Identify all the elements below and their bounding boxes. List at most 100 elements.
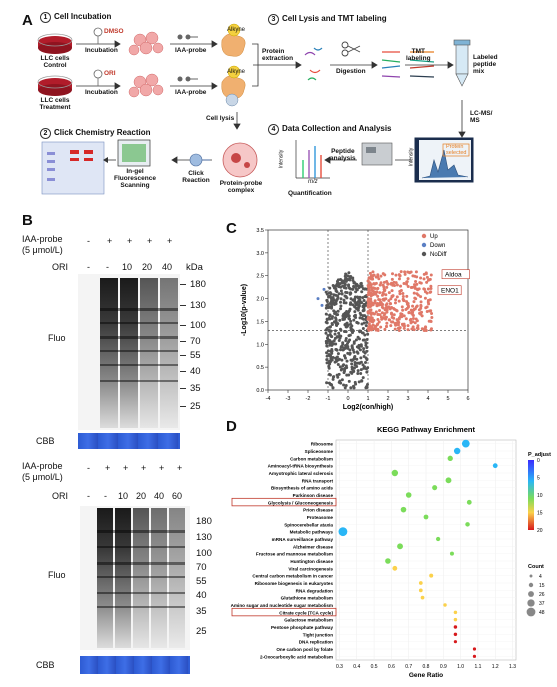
up-point: [372, 290, 376, 294]
nodiff-point: [349, 319, 353, 323]
up-point: [366, 299, 370, 303]
enrichment-point: [405, 492, 412, 498]
up-point: [395, 283, 399, 287]
up-point: [388, 301, 392, 305]
up-point: [412, 300, 416, 304]
up-point: [379, 281, 383, 285]
marker-70: 70: [196, 562, 207, 573]
nodiff-point: [365, 346, 369, 350]
nodiff-point: [325, 317, 329, 321]
nodiff-point: [343, 346, 347, 350]
nodiff-point: [355, 321, 359, 325]
x-axis-label: Log2(con/high): [343, 404, 394, 411]
ori-value: -: [87, 491, 90, 501]
enrichment-point: [453, 632, 458, 637]
annotation-label: Aldoa: [445, 272, 462, 279]
enrichment-point: [432, 485, 438, 491]
nodiff-point: [330, 302, 334, 306]
probe-sign: +: [159, 463, 165, 473]
iaa-probe-label: IAA-probe: [175, 47, 207, 54]
quantification-chart-icon: [295, 140, 330, 179]
marker-100: 100: [190, 320, 206, 331]
y-tick-label: 0.0: [256, 388, 264, 394]
up-point: [420, 327, 424, 331]
nodiff-point: [336, 352, 340, 356]
nodiff-point: [336, 335, 340, 339]
nodiff-point: [355, 365, 359, 369]
up-point: [375, 290, 379, 294]
nodiff-point: [347, 310, 351, 314]
annotation-box: [441, 269, 470, 280]
nodiff-point: [331, 386, 335, 390]
up-point: [383, 312, 387, 316]
nodiff-point: [344, 344, 348, 348]
up-point: [395, 295, 399, 299]
up-point: [429, 273, 433, 277]
up-point: [393, 301, 397, 305]
up-point: [390, 277, 394, 281]
nodiff-point: [359, 372, 363, 376]
category-label: Spinocerebellar ataxia: [284, 522, 333, 527]
up-point: [414, 270, 418, 274]
enrichment-point: [392, 565, 398, 571]
enrichment-point: [453, 625, 458, 629]
step-text: Cell Incubation: [54, 12, 112, 21]
marker-100: 100: [196, 548, 212, 559]
up-point: [405, 294, 409, 298]
up-point: [378, 309, 382, 313]
up-point: [382, 297, 386, 301]
nodiff-point: [330, 357, 334, 361]
size-legend-value: 37: [539, 601, 545, 607]
nodiff-point: [334, 321, 338, 325]
x-tick-label: 1.1: [474, 664, 481, 670]
nodiff-point: [339, 381, 343, 385]
nodiff-point: [350, 344, 354, 348]
y-tick-label: 1.0: [256, 342, 264, 348]
nodiff-point: [338, 348, 342, 352]
nodiff-point: [325, 381, 329, 385]
nodiff-point: [332, 375, 336, 379]
nodiff-point: [329, 354, 333, 358]
iaa-probe-label: IAA-probe: [175, 89, 207, 96]
dish-control-icon: [37, 33, 73, 54]
gel-lanes: [97, 508, 185, 648]
nodiff-point: [348, 338, 352, 342]
nodiff-point: [345, 314, 349, 318]
nodiff-point: [355, 350, 359, 354]
nodiff-point: [356, 306, 360, 310]
volcano-plot: -4 -3 -2 -1 0 1 2 3 4 5 6 0.0 0.5 1.0 1.5 2.0 2.5 3.0 3.5 A…: [241, 228, 470, 411]
nodiff-point: [348, 348, 352, 352]
cbb-label: CBB: [36, 660, 55, 670]
dmso-label: DMSO: [104, 28, 124, 35]
nodiff-point: [358, 361, 362, 365]
cbb-strip-bottom: [80, 656, 190, 674]
labeled-peptide-mix-label: Labeled peptide mix: [473, 54, 498, 75]
nodiff-point: [327, 328, 331, 332]
legend-marker: [421, 242, 427, 248]
enrichment-point: [453, 617, 458, 622]
nodiff-point: [365, 358, 369, 362]
up-point: [397, 277, 401, 281]
nodiff-point: [362, 354, 366, 358]
legend-marker: [421, 251, 427, 257]
nodiff-point: [328, 286, 332, 290]
nodiff-point: [358, 300, 362, 304]
click-reaction-label: Click Reaction: [182, 170, 210, 184]
nodiff-point: [354, 286, 358, 290]
nodiff-point: [361, 309, 365, 313]
nodiff-point: [354, 282, 358, 286]
gel-fluo-bottom: [80, 506, 190, 650]
up-point: [392, 313, 396, 317]
up-point: [409, 321, 413, 325]
up-point: [380, 311, 384, 315]
annotation-box: [437, 285, 462, 296]
quant-x-label: m/z: [308, 179, 318, 185]
nodiff-point: [332, 293, 336, 297]
up-point: [412, 307, 416, 311]
up-point: [419, 276, 423, 280]
nodiff-point: [339, 368, 343, 372]
nodiff-point: [356, 308, 360, 312]
y-tick-label: 3.5: [256, 228, 264, 234]
nodiff-point: [351, 348, 355, 352]
nodiff-point: [336, 362, 340, 366]
